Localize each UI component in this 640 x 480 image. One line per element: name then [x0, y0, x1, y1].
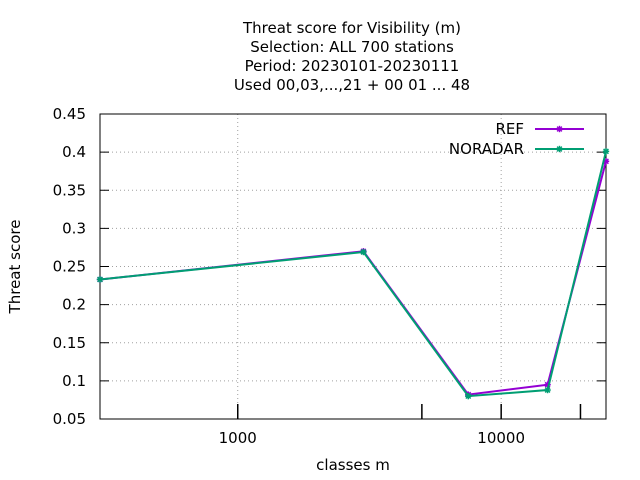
legend-marker-noradar	[556, 145, 563, 153]
legend: REF NORADAR	[449, 120, 584, 158]
y-tick-label: 0.25	[53, 258, 86, 276]
y-tick-label: 0.3	[62, 219, 86, 237]
legend-marker-ref	[556, 125, 563, 133]
data-point-noradar	[465, 392, 472, 400]
data-point-noradar	[96, 276, 104, 283]
legend-label-ref: REF	[495, 120, 524, 138]
legend-label-noradar: NORADAR	[449, 140, 524, 158]
y-tick-label: 0.2	[62, 296, 86, 314]
x-tick-label: 10000	[477, 429, 525, 447]
x-tick-label: 1000	[219, 429, 257, 447]
y-tick-label: 0.4	[62, 143, 86, 161]
x-axis-label: classes m	[316, 456, 390, 474]
data-point-noradar	[602, 148, 610, 155]
grid	[100, 114, 606, 419]
title-line-2: Selection: ALL 700 stations	[250, 38, 454, 56]
x-axis-ticks: 1000 10000	[219, 404, 582, 447]
title-line-3: Period: 20230101-20230111	[245, 57, 460, 75]
y-tick-label: 0.1	[62, 372, 86, 390]
y-tick-label: 0.15	[53, 334, 86, 352]
series-line-noradar	[99, 151, 607, 398]
series	[96, 148, 610, 400]
data-point-noradar	[544, 386, 551, 394]
title-line-1: Threat score for Visibility (m)	[242, 19, 461, 37]
y-tick-label: 0.05	[53, 410, 86, 428]
data-point-noradar	[360, 248, 367, 256]
series-line-ref	[99, 161, 607, 396]
y-axis-label: Threat score	[6, 220, 24, 315]
y-tick-label: 0.35	[53, 181, 86, 199]
plot-frame	[99, 113, 607, 420]
chart-title: Threat score for Visibility (m)Selection…	[234, 19, 470, 94]
title-line-4: Used 00,03,...,21 + 00 01 ... 48	[234, 76, 470, 94]
y-tick-label: 0.45	[53, 105, 86, 123]
y-axis-ticks: 0.05 0.1 0.15 0.2 0.25 0.3 0.35 0.4 0.45	[53, 105, 606, 428]
